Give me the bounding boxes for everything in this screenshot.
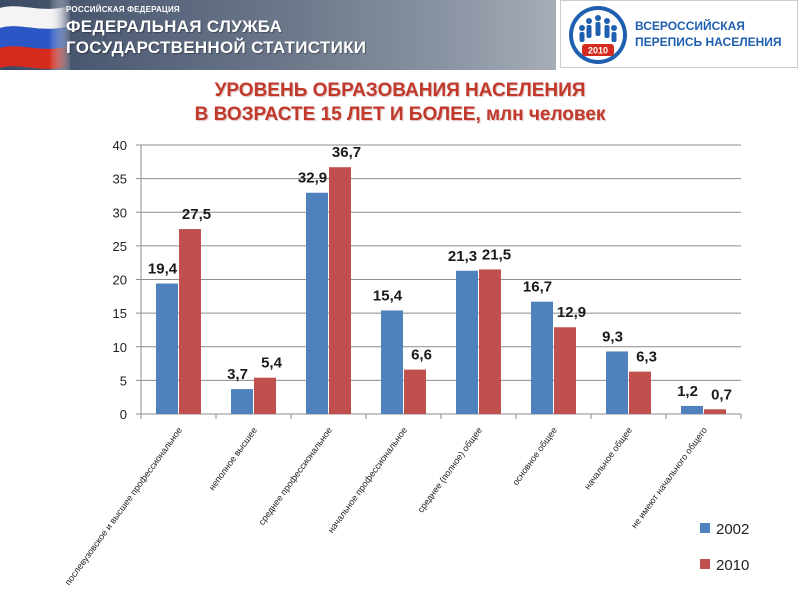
census-banner: 2010 ВСЕРОССИЙСКАЯ ПЕРЕПИСЬ НАСЕЛЕНИЯ bbox=[560, 0, 798, 68]
census-name-line2: ПЕРЕПИСЬ НАСЕЛЕНИЯ bbox=[635, 35, 782, 49]
census-name-line1: ВСЕРОССИЙСКАЯ bbox=[635, 19, 745, 33]
y-tick-label: 0 bbox=[120, 407, 127, 422]
bar-2010 bbox=[554, 327, 576, 414]
bar-2002 bbox=[681, 405, 703, 414]
x-category-label: начальное профессиональное bbox=[326, 425, 409, 535]
data-label-2002: 9,3 bbox=[602, 328, 623, 345]
data-label-2002: 32,9 bbox=[298, 170, 327, 187]
bar-2002 bbox=[606, 351, 628, 414]
data-label-2010: 12,9 bbox=[557, 304, 586, 321]
data-label-2010: 0,7 bbox=[711, 386, 732, 403]
y-tick-label: 10 bbox=[113, 340, 127, 355]
x-category-label: среднее (полное) общее bbox=[416, 425, 485, 514]
bar-2010 bbox=[629, 371, 651, 414]
agency-name-line2: ГОСУДАРСТВЕННОЙ СТАТИСТИКИ bbox=[66, 38, 367, 57]
legend-swatch-2002 bbox=[700, 523, 710, 533]
bar-2010 bbox=[404, 369, 426, 414]
data-label-2010: 27,5 bbox=[182, 206, 211, 223]
legend-label-2010: 2010 bbox=[716, 557, 749, 574]
header-banner: РОССИЙСКАЯ ФЕДЕРАЦИЯ ФЕДЕРАЛЬНАЯ СЛУЖБА … bbox=[0, 0, 800, 72]
data-label-2010: 6,3 bbox=[636, 349, 657, 366]
data-label-2002: 1,2 bbox=[677, 383, 698, 400]
bar-2010 bbox=[704, 409, 726, 414]
data-labels: 19,4 27,5 3,7 5,4 32,9 36,7 15,4 6,6 21,3 21,5 16,… bbox=[148, 144, 732, 403]
bar-2002 bbox=[306, 192, 328, 414]
russian-flag-icon bbox=[0, 0, 70, 70]
y-tick-label: 15 bbox=[113, 306, 127, 321]
agency-name-line1: ФЕДЕРАЛЬНАЯ СЛУЖБА bbox=[66, 17, 283, 36]
chart-title-line2: В ВОЗРАСТЕ 15 ЛЕТ И БОЛЕЕ, млн человек bbox=[194, 104, 606, 125]
y-tick-label: 35 bbox=[113, 172, 127, 187]
bar-2002 bbox=[156, 283, 178, 414]
category-labels: послевузовское и высшее профессиональное… bbox=[63, 425, 709, 587]
y-tick-label: 30 bbox=[113, 205, 127, 220]
data-label-2002: 15,4 bbox=[373, 287, 403, 304]
x-category-label: среднее профессиональное bbox=[257, 425, 335, 527]
data-label-2010: 5,4 bbox=[261, 355, 283, 372]
axes: 0 5 10 15 20 25 30 35 40 bbox=[113, 138, 742, 422]
data-label-2002: 19,4 bbox=[148, 261, 178, 278]
bar-2010 bbox=[329, 167, 351, 414]
data-label-2002: 3,7 bbox=[227, 366, 248, 383]
y-tick-label: 25 bbox=[113, 239, 127, 254]
agency-banner: РОССИЙСКАЯ ФЕДЕРАЦИЯ ФЕДЕРАЛЬНАЯ СЛУЖБА … bbox=[0, 0, 556, 70]
x-category-label: не имеют начального общего bbox=[629, 425, 709, 530]
data-label-2002: 21,3 bbox=[448, 248, 477, 265]
x-category-label: начальное общее bbox=[582, 425, 634, 491]
data-label-2010: 6,6 bbox=[411, 347, 432, 364]
data-label-2010: 36,7 bbox=[332, 144, 361, 161]
bar-2002 bbox=[531, 301, 553, 414]
census-logo-icon: 2010 bbox=[569, 6, 627, 64]
y-tick-label: 40 bbox=[113, 138, 127, 153]
bar-2002 bbox=[231, 389, 253, 414]
bar-2010 bbox=[254, 377, 276, 414]
data-label-2002: 16,7 bbox=[523, 279, 552, 296]
y-tick-label: 20 bbox=[113, 273, 127, 288]
legend-label-2002: 2002 bbox=[716, 521, 749, 538]
legend: 2002 2010 bbox=[700, 521, 749, 574]
x-category-label: неполное высшее bbox=[207, 425, 259, 492]
data-label-2010: 21,5 bbox=[482, 246, 511, 263]
legend-swatch-2010 bbox=[700, 559, 710, 569]
bar-2010 bbox=[179, 229, 201, 414]
census-logo-year: 2010 bbox=[588, 46, 608, 56]
chart-title-line1: УРОВЕНЬ ОБРАЗОВАНИЯ НАСЕЛЕНИЯ bbox=[214, 80, 586, 101]
agency-country-text: РОССИЙСКАЯ ФЕДЕРАЦИЯ bbox=[66, 5, 180, 14]
bar-2010 bbox=[479, 269, 501, 414]
bar-2002 bbox=[381, 310, 403, 414]
y-tick-label: 5 bbox=[120, 373, 127, 388]
x-category-label: основное общее bbox=[510, 425, 559, 487]
bar-2002 bbox=[456, 270, 478, 414]
x-category-label: послевузовское и высшее профессиональное bbox=[63, 425, 184, 587]
bars bbox=[156, 167, 726, 414]
